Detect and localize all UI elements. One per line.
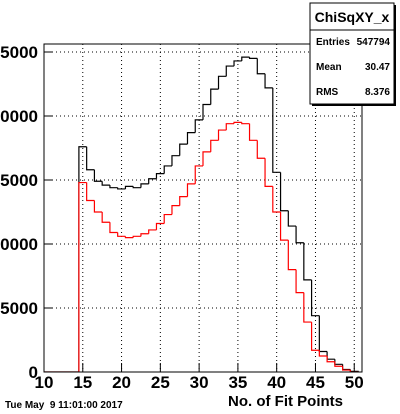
histogram-bin [326, 356, 335, 363]
histogram-bin [225, 123, 235, 131]
histogram-bin [186, 183, 196, 197]
x-tick-label: 35 [228, 373, 247, 392]
histogram-bin [310, 322, 320, 351]
histogram-bin [124, 236, 134, 239]
histogram-bin [264, 73, 273, 89]
histogram-bin [210, 139, 219, 152]
histogram-bin [256, 140, 266, 159]
histogram-bin [225, 65, 235, 77]
histogram-bin [171, 205, 180, 215]
x-tick-label: 30 [190, 373, 209, 392]
stats-label: Entries [316, 37, 350, 48]
histogram-bin [295, 269, 304, 294]
stats-value: 8.376 [365, 87, 390, 98]
histogram-bin [233, 121, 242, 124]
stats-title: ChiSqXY_x [315, 9, 390, 25]
histogram-bin [256, 58, 266, 75]
histogram-bin [318, 350, 328, 357]
histogram-bin [334, 361, 343, 367]
histogram-bin [217, 129, 227, 141]
histogram-bin [210, 88, 219, 105]
histogram-bin [78, 181, 87, 372]
histogram-bin [148, 229, 157, 234]
histogram-bin [155, 222, 165, 230]
x-tick-label: 10 [35, 373, 54, 392]
histogram-bin [272, 87, 281, 173]
y-tick-label: 25000 [0, 43, 38, 62]
x-tick-label: 45 [306, 373, 325, 392]
histogram-bin [86, 146, 95, 171]
histogram-bin [163, 213, 172, 224]
histogram-bin [124, 185, 134, 189]
histogram-bin [101, 181, 110, 186]
histogram-bin [93, 169, 103, 182]
histogram-bin [248, 123, 258, 141]
stats-value: 30.47 [365, 62, 390, 73]
histogram-bin [109, 185, 118, 189]
x-tick-label: 20 [112, 373, 131, 392]
histogram-bin [194, 165, 203, 184]
histogram-bin [86, 182, 95, 202]
histogram-bin [202, 151, 211, 166]
stats-shadow [312, 104, 396, 106]
x-tick-label: 25 [151, 373, 170, 392]
histogram-bin [241, 56, 250, 61]
x-tick-label: 15 [73, 373, 92, 392]
histogram-bin [217, 75, 227, 90]
timestamp: Tue May 9 11:01:00 2017 [5, 400, 123, 411]
histograms [44, 56, 359, 372]
histogram-bin [171, 155, 180, 166]
stats-shadow [394, 5, 396, 106]
stats-label: RMS [316, 87, 339, 98]
histogram-bin [310, 279, 320, 317]
histogram-bin [295, 226, 304, 244]
y-tick-label: 10000 [0, 235, 38, 254]
histogram-bin [186, 132, 196, 145]
y-tick-label: 5000 [0, 299, 38, 318]
x-tick-label: 40 [267, 373, 286, 392]
histogram-bin [179, 143, 188, 156]
histogram-bin [148, 178, 157, 184]
histogram-bin [287, 240, 297, 271]
histogram-bin [179, 196, 188, 206]
stats-rows: Entries 547794 Mean 30.47 RMS 8.376 [316, 37, 390, 98]
histogram-bin [349, 370, 359, 372]
axes: 10 15 20 25 30 35 40 45 50 0 5000 10000 15000 20000 25… [0, 43, 364, 392]
histogram-bin [248, 57, 258, 59]
histogram-bin [140, 233, 149, 237]
x-axis-title: No. of Fit Points [228, 393, 343, 410]
y-tick-label: 0 [29, 363, 38, 382]
histogram-bin [93, 200, 103, 213]
histogram-bin [233, 60, 242, 67]
y-tick-label: 15000 [0, 171, 38, 190]
y-tick-label: 20000 [0, 107, 38, 126]
histogram-bin [279, 172, 289, 212]
histogram-bin [132, 186, 141, 189]
histogram-bin [264, 158, 273, 187]
histogram-bin [303, 292, 312, 323]
histogram-bin [132, 235, 141, 238]
histogram-bin [342, 366, 351, 371]
histogram-bin [272, 186, 281, 213]
histogram-bin [163, 165, 172, 174]
stats-label: Mean [316, 62, 342, 73]
histogram-bin [155, 173, 165, 179]
histogram-bin [117, 187, 126, 190]
frame [43, 43, 363, 373]
histogram-bin [303, 242, 312, 281]
histogram-bin [241, 122, 250, 125]
histogram-bin [109, 222, 118, 234]
x-tick-label: 50 [345, 373, 364, 392]
histogram-bin [101, 212, 110, 223]
histogram-bin [279, 212, 289, 241]
histogram-bin [140, 183, 149, 188]
histogram-bin [202, 103, 211, 120]
histogram-bin [287, 210, 297, 227]
stats-value: 547794 [357, 37, 391, 48]
histogram-bin [117, 232, 126, 237]
stats-box: ChiSqXY_x Entries 547794 Mean 30.47 RMS 8.376 [309, 2, 396, 106]
histogram-bin [194, 119, 203, 133]
